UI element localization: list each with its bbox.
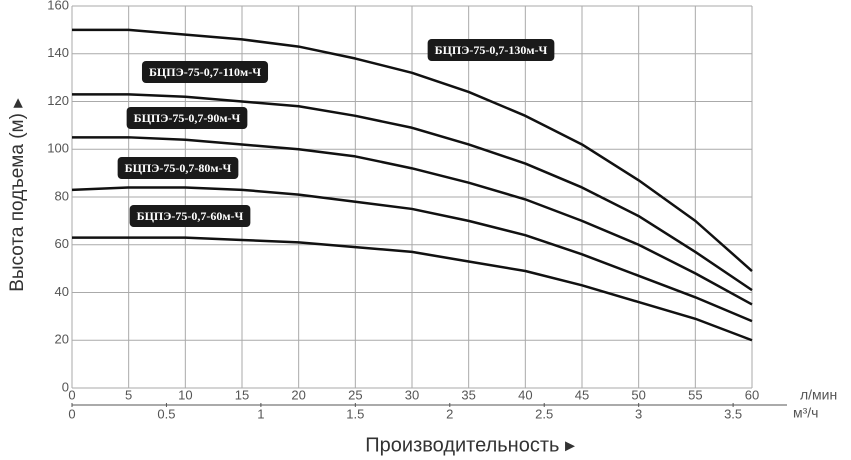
curve-label: БЦПЭ-75-0,7-60м-Ч [137, 209, 244, 223]
x-axis-title: Производительность ▸ [365, 434, 575, 456]
y-tick-label: 0 [62, 379, 69, 394]
x2-tick-label: 2.5 [535, 406, 553, 421]
y-tick-label: 120 [47, 93, 69, 108]
curve-label-box [141, 61, 269, 83]
x2-unit: м³/ч [793, 405, 818, 421]
x-tick-label: 60 [745, 387, 759, 402]
x2-tick-label: 1 [257, 406, 264, 421]
y-tick-label: 60 [55, 236, 69, 251]
x-tick-label: 20 [291, 387, 305, 402]
x2-tick-label: 3.5 [724, 406, 742, 421]
x-tick-label: 15 [235, 387, 249, 402]
y-tick-label: 20 [55, 332, 69, 347]
x-tick-label: 50 [631, 387, 645, 402]
curve-label: БЦПЭ-75-0,7-130м-Ч [435, 43, 548, 57]
y-tick-label: 40 [55, 284, 69, 299]
x2-tick-label: 1.5 [346, 406, 364, 421]
x2-tick-label: 2 [446, 406, 453, 421]
curve-label-box [126, 107, 248, 129]
y-tick-label: 140 [47, 45, 69, 60]
x2-tick-label: 3 [635, 406, 642, 421]
curve-label-box [129, 205, 251, 227]
x-tick-label: 55 [688, 387, 702, 402]
curve-label: БЦПЭ-75-0,7-110м-Ч [149, 65, 261, 79]
curve [72, 236, 753, 342]
y-tick-label: 80 [55, 188, 69, 203]
curve [72, 93, 753, 292]
x-tick-label: 30 [405, 387, 419, 402]
y-tick-label: 100 [47, 141, 69, 156]
y-axis-title: Высота подъема (м) ▸ [7, 98, 28, 292]
x-tick-label: 5 [125, 387, 132, 402]
curve-label: БЦПЭ-75-0,7-90м-Ч [134, 111, 241, 125]
x2-tick-label: 0.5 [157, 406, 175, 421]
x2-tick-label: 0 [68, 406, 75, 421]
x-tick-label: 25 [348, 387, 362, 402]
x-tick-label: 45 [575, 387, 589, 402]
y-tick-label: 160 [47, 0, 69, 12]
curve-label-box [117, 157, 239, 179]
x-tick-label: 40 [518, 387, 532, 402]
x-tick-label: 10 [178, 387, 192, 402]
x-unit: л/мин [800, 387, 837, 403]
curve-label: БЦПЭ-75-0,7-80м-Ч [125, 161, 232, 175]
x-tick-label: 35 [461, 387, 475, 402]
curve-label-box [427, 39, 555, 61]
curve [72, 136, 753, 306]
x-tick-label: 0 [68, 387, 75, 402]
curve [71, 186, 753, 323]
curve [72, 28, 753, 272]
